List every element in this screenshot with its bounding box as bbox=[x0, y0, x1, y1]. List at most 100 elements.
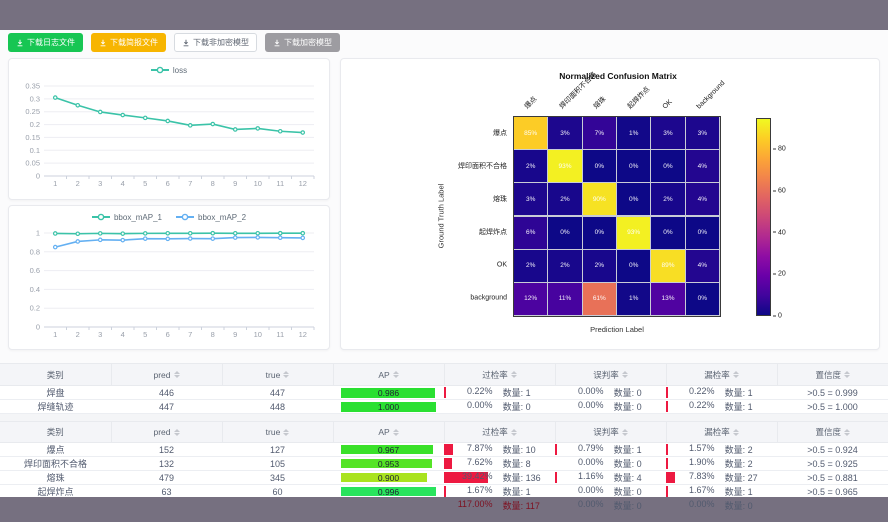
column-header-置信度[interactable]: 置信度 bbox=[777, 363, 888, 386]
legend-marker-icon bbox=[150, 66, 169, 74]
confusion-matrix-cell: 0% bbox=[548, 216, 582, 249]
rate-percent: 1.67% bbox=[689, 485, 715, 495]
sort-caret-icon[interactable] bbox=[283, 371, 290, 378]
button-label: 下载非加密模型 bbox=[193, 38, 249, 47]
column-label: pred bbox=[153, 369, 171, 380]
rate-percent: 0.00% bbox=[689, 499, 715, 509]
column-header-true[interactable]: true bbox=[222, 363, 334, 386]
column-header-漏检率[interactable]: 漏检率 bbox=[666, 421, 778, 443]
sort-caret-icon[interactable] bbox=[510, 371, 517, 378]
sort-caret-icon[interactable] bbox=[510, 428, 517, 436]
misjudge-cell: 0.00% 数量: 0 bbox=[555, 399, 666, 414]
rate-bar bbox=[666, 472, 675, 483]
svg-text:6: 6 bbox=[166, 179, 170, 188]
column-header-过检率[interactable]: 过检率 bbox=[444, 421, 556, 443]
rate-count: 数量: 0 bbox=[613, 487, 642, 497]
rate-count: 数量: 2 bbox=[724, 445, 753, 455]
column-header-pred[interactable]: pred bbox=[111, 363, 223, 386]
sort-caret-icon[interactable] bbox=[621, 428, 628, 436]
column-header-pred[interactable]: pred bbox=[111, 421, 223, 443]
confusion-matrix-cell: 12% bbox=[514, 282, 548, 315]
rate-count: 数量: 10 bbox=[502, 445, 536, 455]
svg-text:0.15: 0.15 bbox=[25, 133, 40, 142]
sort-caret-icon[interactable] bbox=[283, 428, 290, 436]
confusion-matrix-cell: 4% bbox=[685, 150, 719, 183]
rate-percent: 0.00% bbox=[467, 400, 493, 410]
svg-text:0.1: 0.1 bbox=[30, 146, 40, 155]
svg-text:1: 1 bbox=[53, 179, 57, 188]
confusion-matrix-cell: 85% bbox=[514, 117, 548, 150]
svg-text:2: 2 bbox=[76, 330, 80, 339]
miss-cell: 1.67% 数量: 1 bbox=[666, 484, 777, 499]
svg-text:0.05: 0.05 bbox=[25, 159, 40, 168]
confusion-matrix-cell: 2% bbox=[548, 249, 582, 282]
sort-caret-icon[interactable] bbox=[732, 371, 739, 378]
confusion-matrix-cell: 0% bbox=[651, 216, 685, 249]
sort-caret-icon[interactable] bbox=[173, 371, 180, 378]
confusion-matrix-cell: 2% bbox=[514, 150, 548, 183]
column-header-误判率[interactable]: 误判率 bbox=[555, 363, 667, 386]
column-label: 置信度 bbox=[815, 369, 841, 380]
table-row: 焊缝轨迹 447 448 1.000 0.00% 数量: 0 0.00% 数量: 0 0.22%… bbox=[0, 399, 888, 414]
legend-item[interactable]: bbox_mAP_1 bbox=[91, 212, 162, 222]
download-plain-model-button[interactable]: 下载非加密模型 bbox=[174, 33, 257, 52]
rate-count: 数量: 1 bbox=[724, 487, 753, 497]
column-label: 误判率 bbox=[593, 369, 619, 380]
svg-text:0.25: 0.25 bbox=[25, 107, 40, 116]
rate-bar bbox=[444, 458, 453, 469]
column-header-过检率[interactable]: 过检率 bbox=[444, 363, 556, 386]
download-encrypted-model-button[interactable]: 下载加密模型 bbox=[265, 33, 340, 52]
sort-caret-icon[interactable] bbox=[392, 428, 399, 436]
svg-text:8: 8 bbox=[211, 179, 215, 188]
confusion-matrix-cell: 7% bbox=[582, 117, 616, 150]
ap-bar: 0.986 bbox=[341, 387, 436, 398]
column-header-AP[interactable]: AP bbox=[333, 421, 445, 443]
confusion-matrix-panel: Normalized Confusion Matrix Ground Truth… bbox=[340, 58, 880, 350]
confusion-matrix-cell: 93% bbox=[548, 150, 582, 183]
legend-label: bbox_mAP_1 bbox=[113, 212, 162, 222]
column-label: true bbox=[265, 369, 281, 380]
column-header-true[interactable]: true bbox=[222, 421, 334, 443]
confusion-matrix-cell: 3% bbox=[514, 183, 548, 216]
confusion-matrix-cell: 0% bbox=[685, 282, 719, 315]
sort-caret-icon[interactable] bbox=[392, 371, 399, 378]
legend-item[interactable]: loss bbox=[150, 66, 187, 75]
rate-count: 数量: 1 bbox=[502, 388, 531, 398]
sort-caret-icon[interactable] bbox=[621, 371, 628, 378]
rate-percent: 1.16% bbox=[578, 471, 604, 481]
rate-count: 数量: 0 bbox=[724, 501, 753, 511]
column-header-置信度[interactable]: 置信度 bbox=[777, 421, 888, 443]
category-cell: 焊缝轨迹 bbox=[0, 399, 111, 414]
column-label: AP bbox=[378, 427, 390, 437]
confusion-matrix-cell: 61% bbox=[582, 282, 616, 315]
sort-caret-icon[interactable] bbox=[732, 428, 739, 436]
svg-text:9: 9 bbox=[233, 330, 237, 339]
overcheck-cell: 7.87% 数量: 10 bbox=[444, 442, 555, 457]
sort-caret-icon[interactable] bbox=[173, 428, 180, 436]
sort-caret-icon[interactable] bbox=[844, 428, 850, 436]
column-header-漏检率[interactable]: 漏检率 bbox=[666, 363, 778, 386]
confusion-matrix-cell: 4% bbox=[685, 249, 719, 282]
svg-text:6: 6 bbox=[166, 330, 170, 339]
column-header-误判率[interactable]: 误判率 bbox=[555, 421, 667, 443]
download-log-button[interactable]: 下载日志文件 bbox=[8, 33, 83, 52]
column-header-category: 类别 bbox=[0, 421, 112, 443]
colorbar-tick-label: 20 bbox=[773, 271, 786, 278]
miss-cell: 0.22% 数量: 1 bbox=[666, 385, 777, 400]
button-label: 下载简报文件 bbox=[110, 38, 158, 47]
column-label: true bbox=[265, 427, 281, 437]
svg-text:10: 10 bbox=[254, 330, 262, 339]
rate-bar bbox=[444, 486, 446, 497]
true-cell: 345 bbox=[222, 470, 333, 485]
rate-bar bbox=[666, 387, 668, 398]
download-report-button[interactable]: 下载简报文件 bbox=[91, 33, 166, 52]
sort-caret-icon[interactable] bbox=[844, 371, 850, 378]
column-header-AP[interactable]: AP bbox=[333, 363, 445, 386]
confusion-matrix-cell: 0% bbox=[582, 216, 616, 249]
rate-bar bbox=[555, 444, 557, 455]
true-cell: 447 bbox=[222, 385, 333, 400]
confidence-cell: >0.5 = 0.999 bbox=[777, 385, 888, 400]
legend-item[interactable]: bbox_mAP_2 bbox=[176, 213, 246, 222]
colorbar-tick-label: 40 bbox=[773, 229, 786, 236]
rate-count: 数量: 0 bbox=[613, 402, 642, 412]
